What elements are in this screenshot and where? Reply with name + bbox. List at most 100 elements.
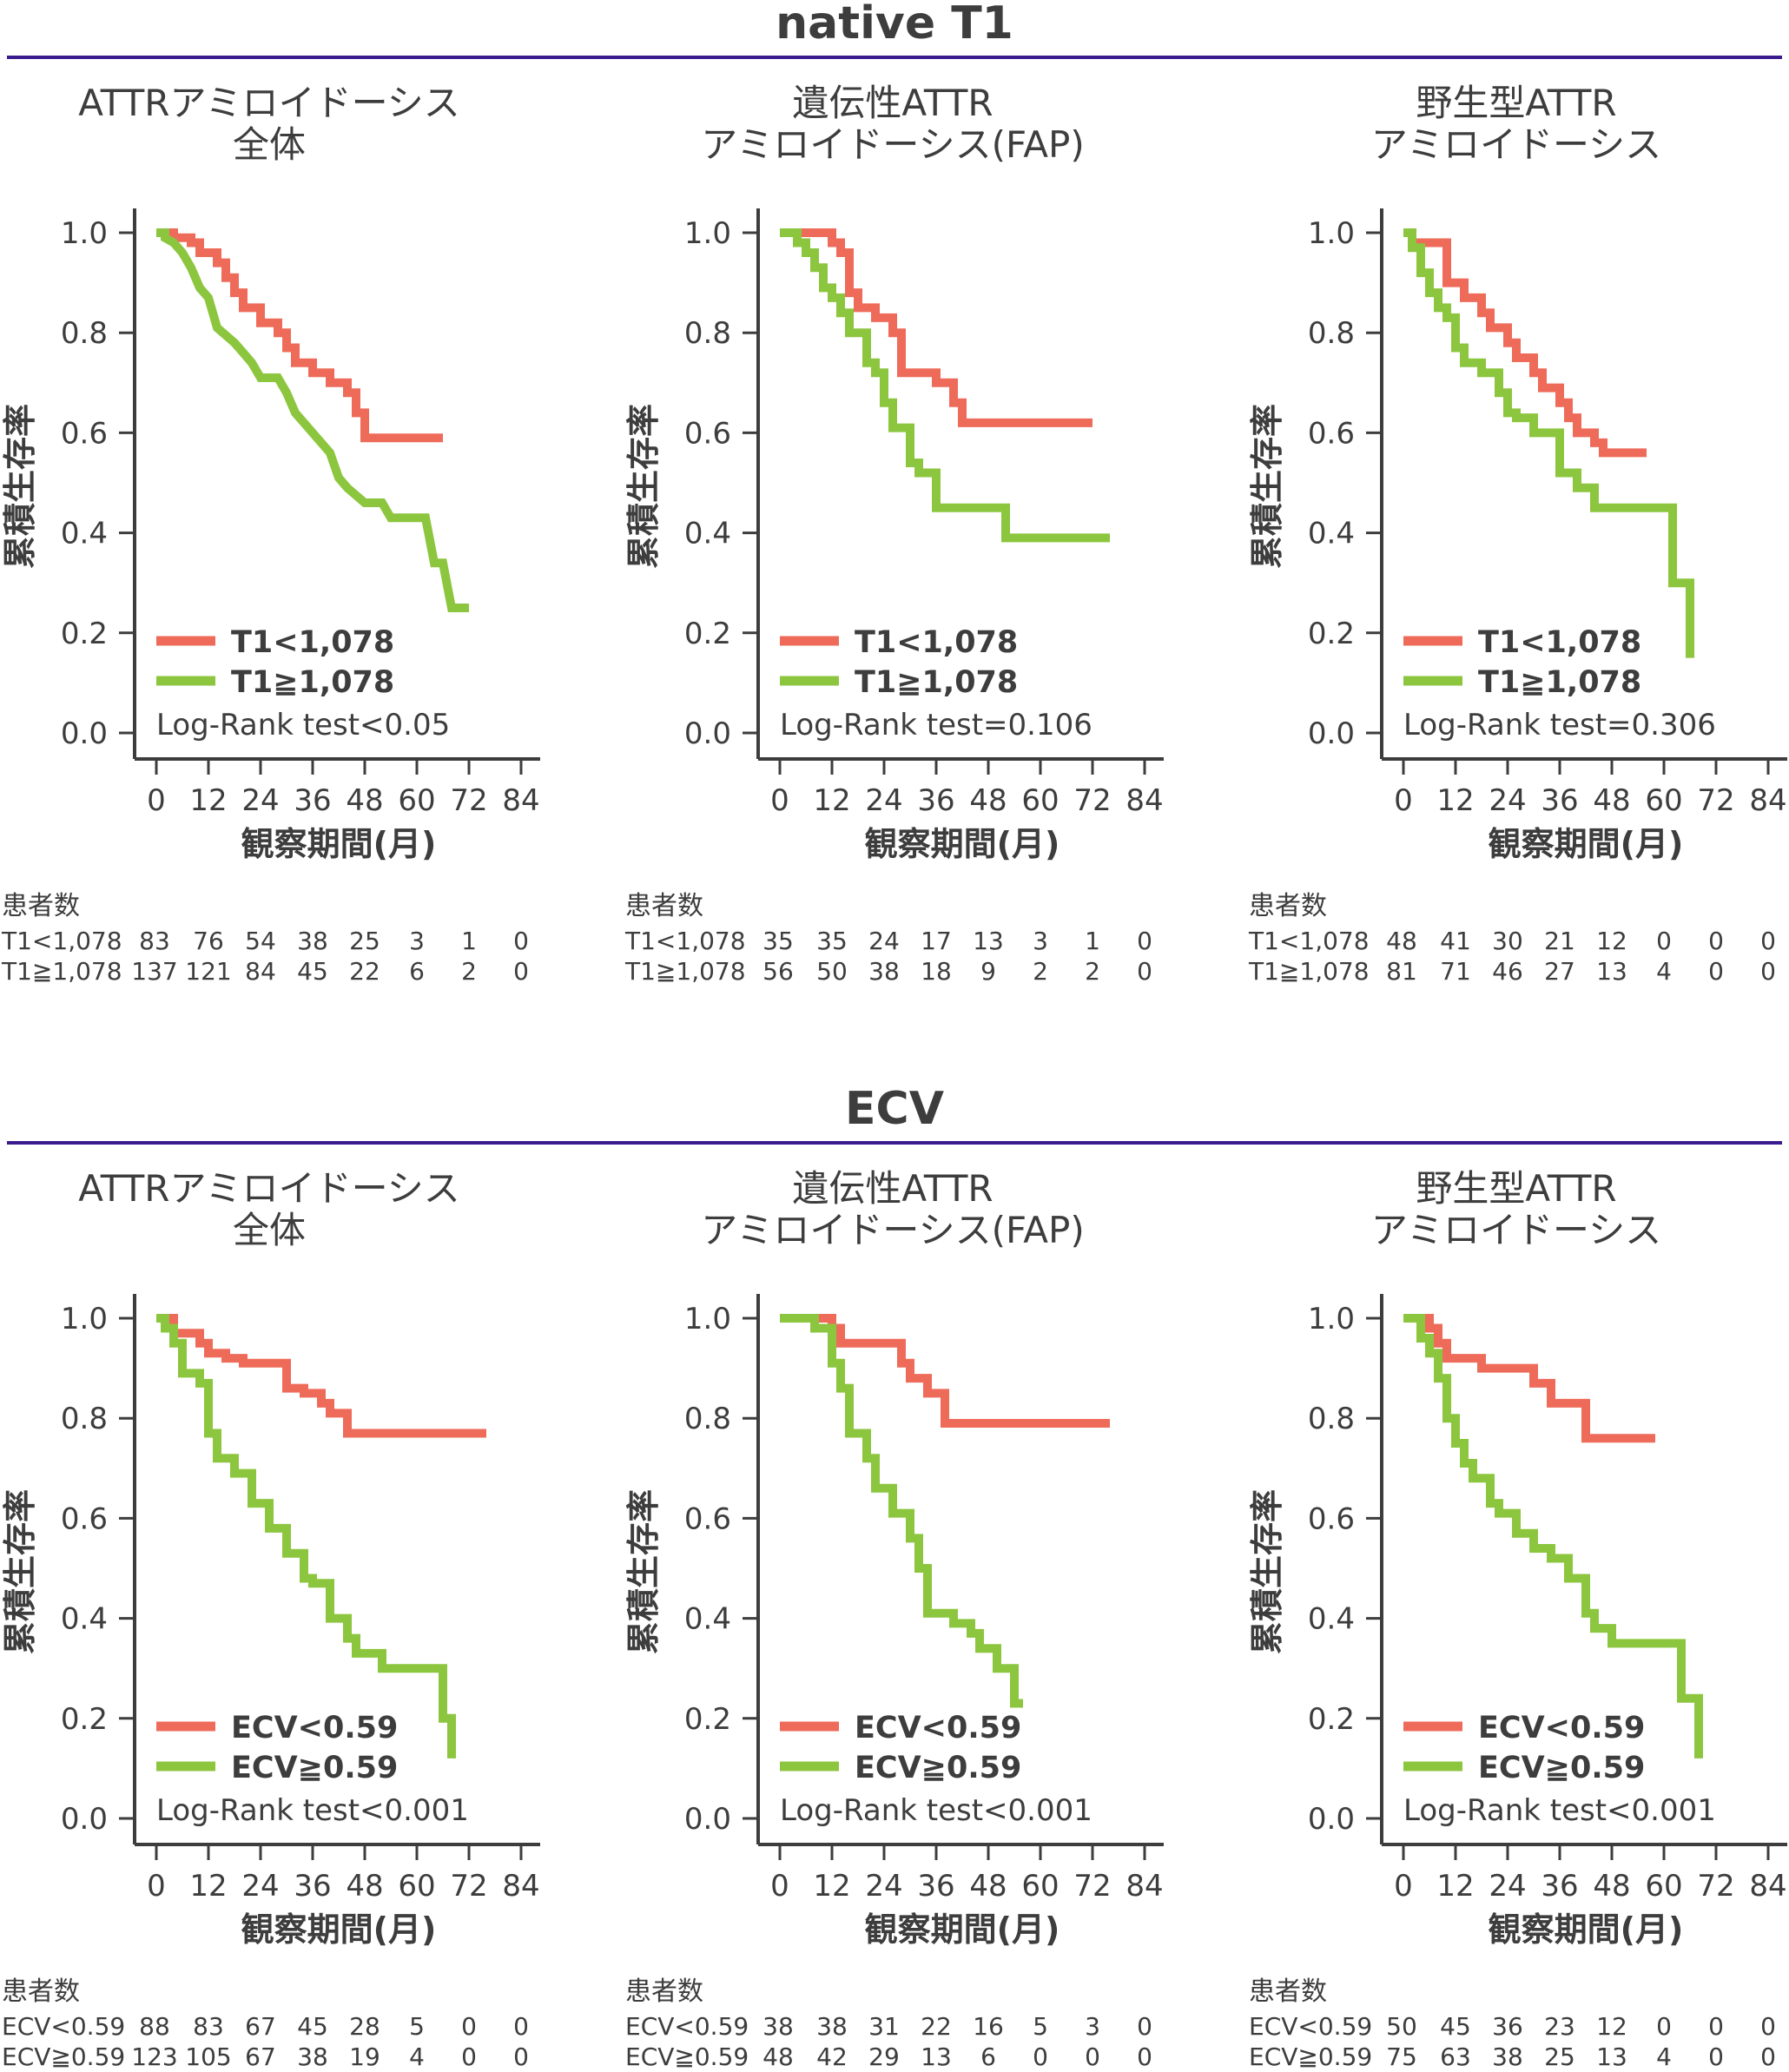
- x-tick-label: 36: [1541, 783, 1578, 818]
- x-tick-label: 36: [1541, 1869, 1578, 1904]
- x-tick-label: 12: [813, 783, 850, 818]
- x-tick-label: 12: [189, 1869, 227, 1904]
- logrank-result: Log-Rank test<0.001: [780, 1793, 1093, 1828]
- y-tick-label: 0.6: [61, 416, 108, 451]
- risk-count: 31: [868, 2012, 900, 2041]
- risk-table-header: 患者数: [1249, 1976, 1327, 2007]
- x-tick-label: 72: [1073, 1869, 1111, 1904]
- risk-table-header: 患者数: [1249, 891, 1327, 921]
- risk-row-label: T1≧1,078: [624, 957, 746, 986]
- risk-count: 0: [1708, 2012, 1724, 2041]
- survival-curve-low: [1403, 228, 1647, 458]
- y-tick-label: 1.0: [61, 1302, 108, 1336]
- risk-count: 0: [1656, 2012, 1672, 2041]
- x-tick-label: 84: [1126, 1869, 1163, 1904]
- risk-count: 48: [1386, 927, 1417, 955]
- risk-count: 76: [193, 927, 224, 955]
- risk-count: 0: [1708, 2042, 1724, 2069]
- risk-count: 38: [297, 2042, 328, 2069]
- risk-count: 4: [1656, 957, 1672, 986]
- x-tick-label: 12: [1436, 1869, 1474, 1904]
- risk-row-label: ECV<0.59: [2, 2012, 125, 2041]
- y-tick-label: 1.0: [1308, 216, 1355, 251]
- panel-title: 野生型ATTR: [1416, 1167, 1616, 1210]
- x-tick-label: 24: [241, 1869, 279, 1904]
- survival-curve-high: [1403, 1314, 1703, 1759]
- x-tick-label: 60: [398, 783, 435, 818]
- x-tick-label: 0: [770, 1869, 789, 1904]
- risk-count: 42: [816, 2042, 848, 2069]
- risk-row-label: T1<1,078: [624, 927, 746, 955]
- risk-row-label: ECV<0.59: [1249, 2012, 1372, 2041]
- risk-count: 27: [1544, 957, 1575, 986]
- y-tick-label: 0.0: [1308, 716, 1355, 751]
- risk-count: 0: [513, 927, 529, 955]
- risk-count: 83: [193, 2012, 224, 2041]
- y-tick-label: 0.6: [684, 1501, 731, 1536]
- risk-count: 0: [1085, 2042, 1100, 2069]
- y-tick-label: 0.2: [61, 1702, 108, 1737]
- risk-table-header: 患者数: [2, 1976, 80, 2007]
- survival-curve-low: [156, 228, 443, 443]
- risk-count: 48: [762, 2042, 794, 2069]
- x-tick-label: 72: [1697, 783, 1734, 818]
- y-tick-label: 0.4: [1308, 1602, 1355, 1637]
- y-tick-label: 0.0: [684, 716, 731, 751]
- risk-count: 0: [1760, 2042, 1776, 2069]
- risk-row-label: ECV≧0.59: [2, 2042, 125, 2069]
- y-tick-label: 0.8: [684, 316, 731, 351]
- section-title: ECV: [845, 1083, 944, 1135]
- risk-count: 0: [1708, 957, 1724, 986]
- risk-count: 5: [1033, 2012, 1048, 2041]
- legend-label: ECV<0.59: [1478, 1711, 1645, 1745]
- y-tick-label: 1.0: [61, 216, 108, 251]
- y-axis-label: 累積生存率: [1, 404, 39, 569]
- x-tick-label: 0: [147, 1869, 166, 1904]
- y-tick-label: 0.8: [61, 1402, 108, 1436]
- panel-title: アミロイドーシス(FAP): [701, 1209, 1084, 1251]
- y-axis-label: 累積生存率: [624, 404, 663, 569]
- y-tick-label: 0.6: [1308, 416, 1355, 451]
- risk-count: 71: [1440, 957, 1471, 986]
- risk-count: 6: [980, 2042, 996, 2069]
- survival-curve-low: [780, 228, 1093, 427]
- x-axis-label: 観察期間(月): [241, 825, 437, 863]
- x-tick-label: 24: [865, 1869, 902, 1904]
- legend-label: T1<1,078: [855, 625, 1018, 660]
- risk-count: 38: [297, 927, 328, 955]
- risk-count: 30: [1492, 927, 1523, 955]
- x-axis-label: 観察期間(月): [865, 825, 1060, 863]
- risk-count: 17: [921, 927, 952, 955]
- y-tick-label: 0.2: [61, 617, 108, 651]
- y-tick-label: 0.8: [1308, 316, 1355, 351]
- x-tick-label: 60: [1021, 1869, 1059, 1904]
- y-tick-label: 0.8: [1308, 1402, 1355, 1436]
- y-tick-label: 0.4: [684, 517, 731, 551]
- x-tick-label: 12: [1436, 783, 1474, 818]
- x-axis-label: 観察期間(月): [1489, 825, 1684, 863]
- risk-count: 35: [816, 927, 848, 955]
- x-tick-label: 60: [398, 1869, 435, 1904]
- legend-label: T1<1,078: [231, 625, 394, 660]
- x-tick-label: 24: [1489, 783, 1526, 818]
- risk-count: 3: [1085, 2012, 1100, 2041]
- x-tick-label: 84: [502, 1869, 539, 1904]
- risk-count: 0: [461, 2012, 477, 2041]
- x-axis-label: 観察期間(月): [865, 1910, 1060, 1949]
- x-tick-label: 72: [450, 1869, 487, 1904]
- x-tick-label: 24: [865, 783, 902, 818]
- risk-count: 84: [245, 957, 276, 986]
- x-tick-label: 12: [813, 1869, 850, 1904]
- logrank-result: Log-Rank test<0.001: [156, 1793, 469, 1828]
- risk-row-label: T1≧1,078: [1, 957, 122, 986]
- risk-count: 21: [1544, 927, 1575, 955]
- risk-row-label: T1≧1,078: [1248, 957, 1370, 986]
- survival-curve-high: [780, 1314, 1023, 1708]
- y-tick-label: 0.2: [1308, 1702, 1355, 1737]
- risk-count: 16: [973, 2012, 1004, 2041]
